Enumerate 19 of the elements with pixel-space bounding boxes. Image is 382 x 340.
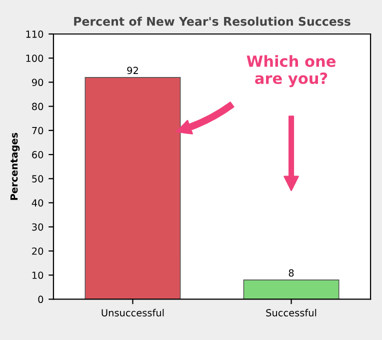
y-tick-label: 80 xyxy=(32,102,44,110)
chart-title: Percent of New Year's Resolution Success xyxy=(74,16,350,26)
y-tick-label: 100 xyxy=(26,54,44,62)
y-tick-label: 10 xyxy=(32,272,44,279)
x-tick-label: Unsuccessful xyxy=(102,308,164,316)
y-tick-label: 50 xyxy=(32,175,44,182)
x-tick-label: Successful xyxy=(266,308,316,316)
y-tick-label: 0 xyxy=(38,296,44,304)
annotation: Which one are you? xyxy=(246,55,336,88)
y-tick-label: 90 xyxy=(32,78,44,86)
y-axis-title: Percentages xyxy=(10,132,20,200)
y-tick-label: 110 xyxy=(26,30,44,38)
y-tick-label: 30 xyxy=(32,223,44,231)
data-label: 92 xyxy=(127,66,138,74)
data-label: 8 xyxy=(288,269,294,277)
y-tick-label: 40 xyxy=(32,199,44,207)
y-tick-label: 20 xyxy=(32,247,44,255)
y-tick-label: 60 xyxy=(32,151,44,158)
y-tick-label: 70 xyxy=(32,126,44,134)
